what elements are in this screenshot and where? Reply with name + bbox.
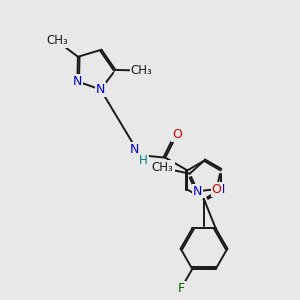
- Text: F: F: [178, 282, 184, 295]
- Text: CH₃: CH₃: [131, 64, 152, 77]
- Text: O: O: [172, 128, 182, 140]
- Text: N: N: [73, 75, 82, 88]
- Text: N: N: [216, 183, 225, 196]
- Text: N: N: [130, 143, 139, 156]
- Text: H: H: [139, 154, 148, 167]
- Text: N: N: [96, 83, 105, 96]
- Text: CH₃: CH₃: [152, 161, 174, 174]
- Text: O: O: [212, 183, 222, 196]
- Text: CH₃: CH₃: [46, 34, 68, 47]
- Text: N: N: [193, 185, 202, 198]
